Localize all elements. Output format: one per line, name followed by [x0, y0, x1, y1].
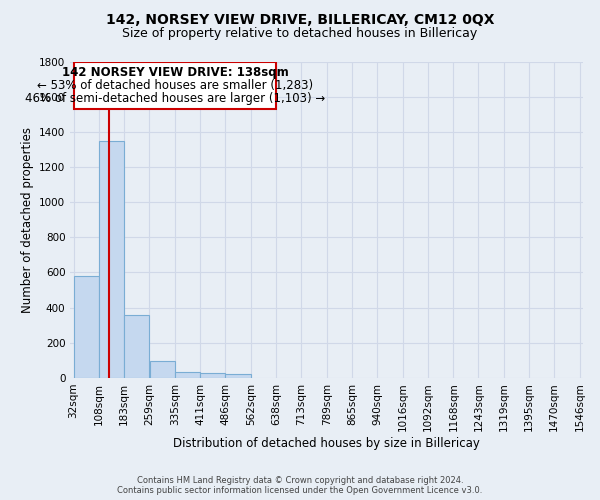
- Bar: [124, 316, 149, 378]
- Bar: [200, 374, 225, 378]
- Text: 142 NORSEY VIEW DRIVE: 138sqm: 142 NORSEY VIEW DRIVE: 138sqm: [62, 66, 288, 78]
- FancyBboxPatch shape: [74, 62, 276, 109]
- Text: Size of property relative to detached houses in Billericay: Size of property relative to detached ho…: [122, 28, 478, 40]
- Bar: [226, 374, 251, 378]
- Bar: [149, 361, 175, 378]
- Bar: [74, 276, 99, 378]
- Bar: [99, 140, 124, 378]
- Text: 142, NORSEY VIEW DRIVE, BILLERICAY, CM12 0QX: 142, NORSEY VIEW DRIVE, BILLERICAY, CM12…: [106, 12, 494, 26]
- Text: 46% of semi-detached houses are larger (1,103) →: 46% of semi-detached houses are larger (…: [25, 92, 325, 105]
- Text: ← 53% of detached houses are smaller (1,283): ← 53% of detached houses are smaller (1,…: [37, 78, 313, 92]
- Y-axis label: Number of detached properties: Number of detached properties: [20, 126, 34, 312]
- Text: Contains HM Land Registry data © Crown copyright and database right 2024.
Contai: Contains HM Land Registry data © Crown c…: [118, 476, 482, 495]
- Bar: [175, 372, 200, 378]
- X-axis label: Distribution of detached houses by size in Billericay: Distribution of detached houses by size …: [173, 437, 480, 450]
